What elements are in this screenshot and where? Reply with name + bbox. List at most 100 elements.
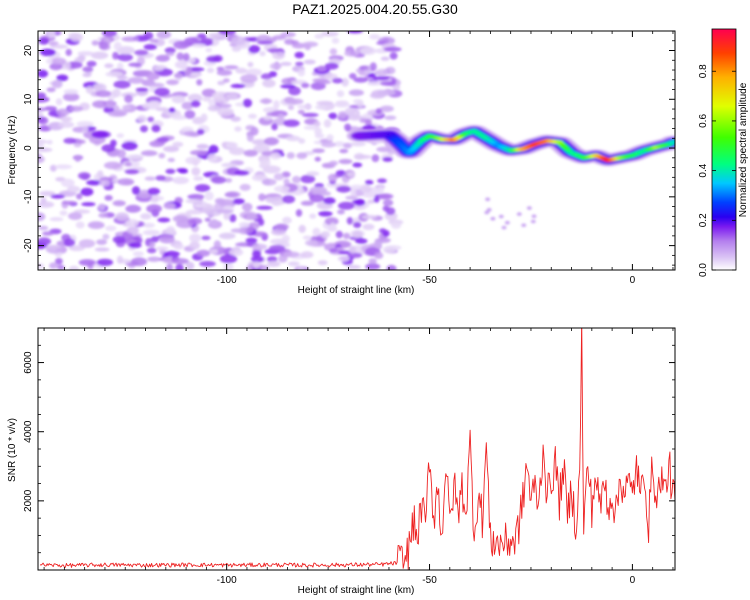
noise-blob [295, 209, 303, 217]
noise-blob [187, 93, 203, 103]
noise-blob [96, 170, 104, 178]
noise-blob [329, 248, 338, 253]
noise-blob [312, 227, 321, 237]
noise-blob [251, 174, 268, 182]
noise-blob [334, 101, 350, 108]
noise-blob [320, 31, 339, 37]
noise-blob [333, 141, 346, 147]
noise-blob [269, 244, 286, 252]
noise-blob [46, 139, 53, 145]
noise-blob [112, 200, 126, 207]
noise-blob [224, 178, 233, 183]
noise-blob [316, 100, 334, 106]
noise-blob [103, 106, 115, 114]
noise-blob [369, 62, 377, 72]
noise-blob [337, 209, 345, 215]
noise-blob [376, 186, 385, 194]
noise-blob [382, 199, 394, 207]
noise-blob [102, 233, 110, 240]
noise-blob [328, 112, 338, 120]
noise-blob [86, 179, 102, 186]
noise-blob [38, 154, 43, 163]
noise-blob [60, 178, 75, 188]
noise-blob [189, 241, 201, 250]
y-tick-label: 10 [23, 93, 34, 105]
noise-blob [368, 258, 377, 265]
noise-blob [376, 146, 393, 153]
noise-blob [184, 110, 196, 119]
noise-blob [223, 263, 234, 270]
noise-blob [327, 173, 338, 182]
noise-blob [199, 260, 216, 267]
noise-blob [185, 66, 193, 75]
noise-blob [272, 50, 285, 60]
noise-blob [242, 98, 253, 108]
noise-blob [297, 104, 313, 109]
noise-blob [349, 73, 357, 80]
noise-blob [250, 126, 259, 136]
noise-blob [200, 37, 213, 44]
noise-blob [230, 83, 246, 89]
noise-blob [310, 82, 326, 91]
noise-blob [206, 55, 221, 63]
noise-blob [105, 71, 123, 77]
noise-blob [248, 113, 257, 119]
y-tick-label: 4000 [23, 420, 34, 443]
noise-blob [354, 154, 372, 159]
colorbar-tick-label: 0.4 [698, 163, 709, 177]
noise-blob [331, 37, 340, 44]
noise-blob [196, 249, 211, 257]
noise-blob [50, 194, 65, 199]
noise-blob [272, 35, 287, 41]
noise-blob [266, 112, 281, 117]
noise-blob [234, 170, 250, 176]
noise-blob [219, 254, 238, 264]
noise-blob [389, 52, 398, 60]
noise-blob [377, 89, 396, 96]
y-tick-label: 2000 [23, 489, 34, 512]
noise-blob [44, 106, 57, 111]
noise-blob [67, 185, 81, 193]
noise-blob [274, 185, 290, 193]
noise-blob [91, 40, 99, 46]
noise-blob [221, 162, 238, 168]
noise-blob [245, 213, 257, 221]
noise-blob [38, 112, 44, 118]
noise-blob [62, 92, 80, 102]
noise-blob [75, 221, 85, 229]
noise-blob [77, 51, 95, 56]
noise-blob [267, 260, 281, 267]
noise-blob [260, 73, 273, 80]
noise-blob [38, 37, 49, 45]
noise-blob [315, 104, 327, 110]
noise-blob [155, 107, 169, 112]
noise-blob [38, 263, 45, 269]
noise-blob [60, 116, 73, 122]
noise-blob [205, 47, 212, 53]
noise-blob [373, 240, 383, 249]
noise-blob [353, 98, 362, 105]
noise-blob [239, 183, 251, 191]
noise-blob [134, 49, 149, 56]
noise-blob [292, 175, 301, 184]
noise-blob [232, 198, 245, 205]
noise-blob [173, 72, 184, 79]
colorbar: 0.0 0.2 0.4 0.6 0.8 Normalized spectral ampl… [698, 28, 749, 277]
noise-blob [324, 62, 339, 70]
noise-blob [498, 214, 504, 219]
noise-blob [386, 264, 397, 270]
x-tick-label: 0 [630, 275, 636, 286]
noise-blob [367, 199, 376, 204]
noise-blob [218, 31, 236, 36]
noise-blob [159, 235, 175, 244]
colorbar-tick-label: 0.2 [698, 213, 709, 227]
noise-blob [178, 168, 189, 174]
noise-blob [168, 107, 176, 113]
noise-blob [113, 80, 131, 89]
noise-blob [245, 237, 258, 244]
noise-blob [216, 103, 232, 109]
noise-blob [294, 51, 305, 59]
x-tick-label: 0 [630, 575, 636, 586]
noise-blob [288, 86, 301, 96]
